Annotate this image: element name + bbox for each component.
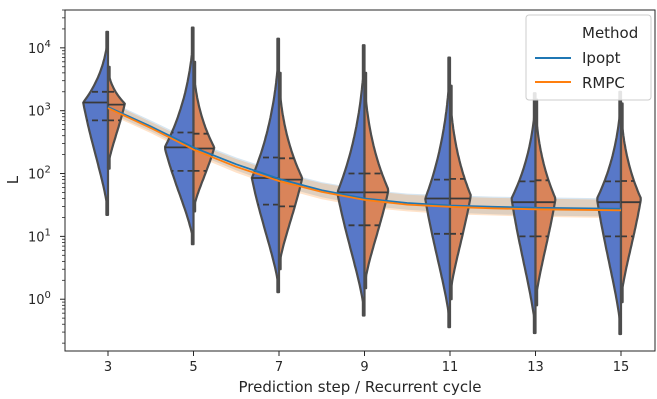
violin-half-left-13 <box>510 92 537 335</box>
legend-box <box>525 14 652 101</box>
y-tick-label-1: 101 <box>28 227 51 245</box>
violin-half-left-9 <box>336 44 366 317</box>
trend-line-ipopt <box>107 106 622 210</box>
x-axis: 3 5 7 9 11 13 15 <box>104 351 629 375</box>
y-tick-label-3: 103 <box>28 102 51 120</box>
y-tick-label-2: 102 <box>28 165 51 183</box>
violin-half-left-7 <box>250 37 281 294</box>
violin-half-right-5 <box>192 60 216 213</box>
violin-11 <box>424 56 472 329</box>
plot-area-frame <box>64 9 656 352</box>
violin-half-left-15 <box>596 90 623 336</box>
violin-9 <box>336 44 390 317</box>
legend-title: Method <box>582 24 638 42</box>
x-tick-label-3: 3 <box>104 360 112 375</box>
violin-7 <box>250 37 304 294</box>
violin-half-left-11 <box>424 56 452 329</box>
y-tick-label-0: 100 <box>28 290 51 308</box>
violin-half-right-7 <box>277 71 304 271</box>
y-axis: 100 101 102 103 104 <box>28 9 65 344</box>
legend-label-rmpc: RMPC <box>582 74 625 92</box>
y-tick-label-4: 104 <box>28 39 51 57</box>
trend-line-rmpc <box>107 107 622 212</box>
violin-half-right-3 <box>106 65 126 170</box>
y-axis-title: L <box>4 175 22 184</box>
x-tick-label-7: 7 <box>275 360 283 375</box>
violin-half-right-9 <box>363 71 390 290</box>
violin-half-right-11 <box>448 84 472 301</box>
violin-13 <box>510 92 557 335</box>
x-axis-title: Prediction step / Recurrent cycle <box>239 378 482 396</box>
x-tick-label-11: 11 <box>442 360 459 375</box>
x-tick-label-13: 13 <box>527 360 544 375</box>
x-tick-label-15: 15 <box>613 360 630 375</box>
violin-half-left-5 <box>164 26 195 246</box>
x-tick-label-5: 5 <box>189 360 197 375</box>
violin-half-left-3 <box>82 30 110 216</box>
trend-line-layer <box>107 106 622 212</box>
legend: Method Ipopt RMPC <box>525 14 652 101</box>
violin-3 <box>82 30 126 216</box>
legend-label-ipopt: Ipopt <box>582 49 621 67</box>
violin-5 <box>164 26 216 246</box>
violin-15 <box>596 90 642 336</box>
violin-layer <box>82 26 642 336</box>
x-tick-label-9: 9 <box>360 360 368 375</box>
